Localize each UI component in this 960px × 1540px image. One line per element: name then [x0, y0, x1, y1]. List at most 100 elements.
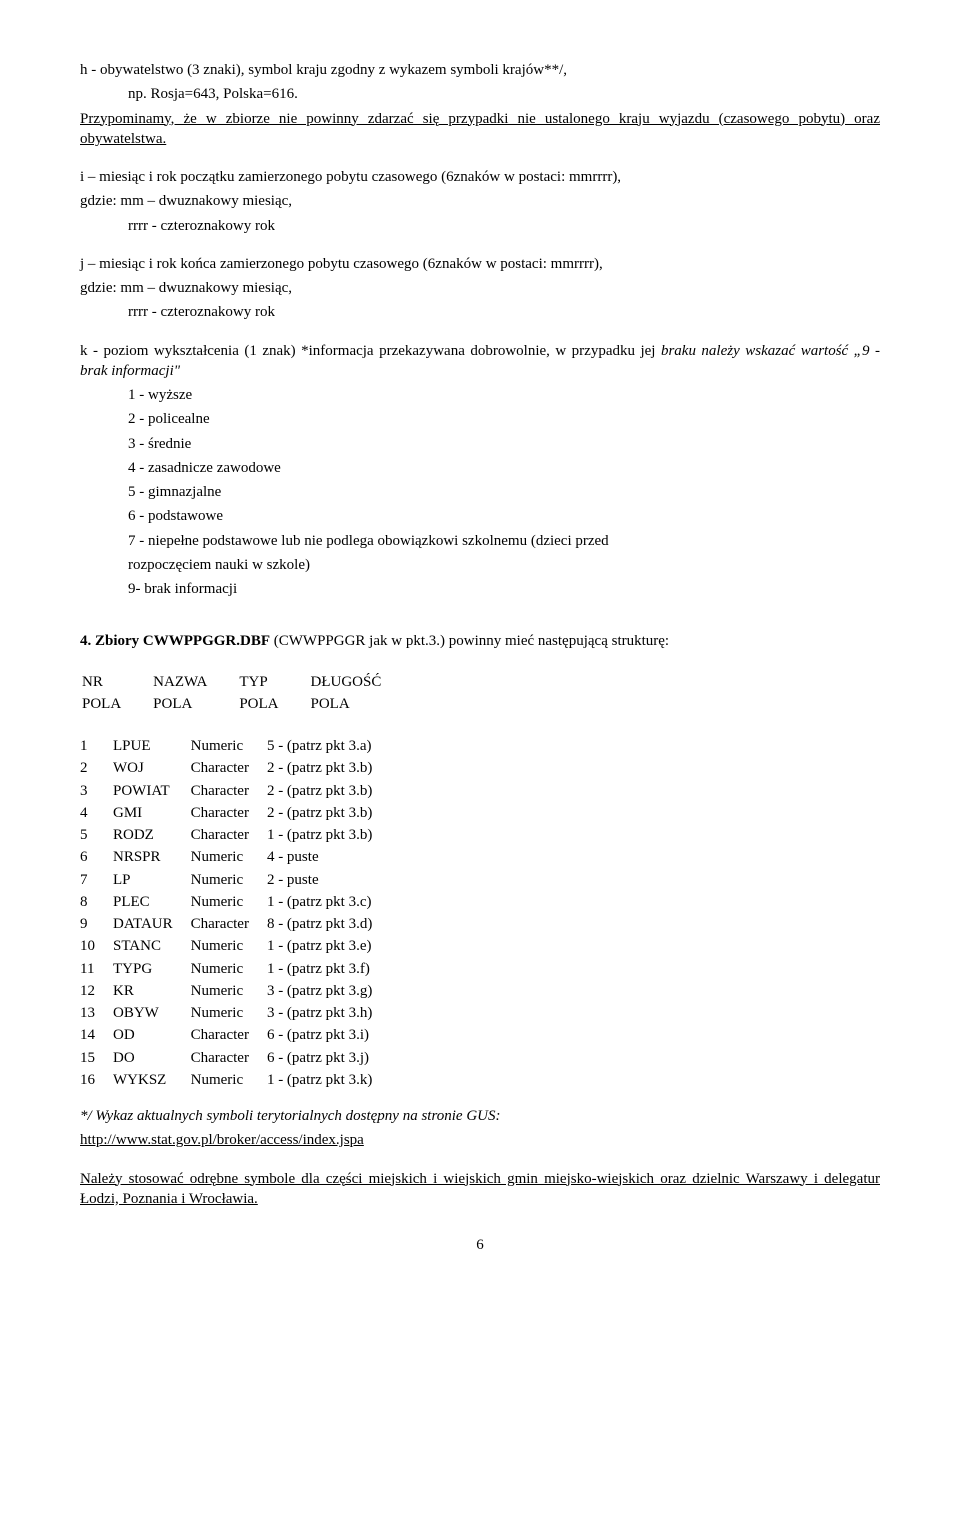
- k-item: 2 - policealne: [128, 409, 880, 429]
- table-cell: DO: [113, 1048, 191, 1070]
- para-j-2: gdzie: mm – dwuznakowy miesiąc,: [80, 278, 880, 298]
- table-cell: Numeric: [191, 1003, 267, 1025]
- k-item: 4 - zasadnicze zawodowe: [128, 458, 880, 478]
- final-para: Należy stosować odrębne symbole dla częś…: [80, 1169, 880, 1210]
- table-cell: Numeric: [191, 936, 267, 958]
- table-cell: Character: [191, 1048, 267, 1070]
- table-cell: Character: [191, 914, 267, 936]
- para-j-3: rrrr - czteroznakowy rok: [80, 302, 880, 322]
- table-row: 10STANCNumeric1 - (patrz pkt 3.e): [80, 936, 390, 958]
- table-cell: 4 - puste: [267, 847, 390, 869]
- struct-header-table: NR NAZWA TYP DŁUGOŚĆ POLA POLA POLA POLA: [80, 670, 413, 717]
- table-cell: GMI: [113, 803, 191, 825]
- table-cell: NRSPR: [113, 847, 191, 869]
- table-cell: Numeric: [191, 892, 267, 914]
- k-item: 5 - gimnazjalne: [128, 482, 880, 502]
- table-cell: Numeric: [191, 870, 267, 892]
- table-cell: Numeric: [191, 1070, 267, 1092]
- table-cell: Numeric: [191, 959, 267, 981]
- k-item: 9- brak informacji: [128, 579, 880, 599]
- table-cell: 5 - (patrz pkt 3.a): [267, 736, 390, 758]
- table-cell: 9: [80, 914, 113, 936]
- header-cell: NAZWA: [153, 672, 237, 692]
- footnote-link: http://www.stat.gov.pl/broker/access/ind…: [80, 1130, 880, 1150]
- table-cell: TYPG: [113, 959, 191, 981]
- table-row: 8PLECNumeric1 - (patrz pkt 3.c): [80, 892, 390, 914]
- table-cell: WYKSZ: [113, 1070, 191, 1092]
- para-i-1: i – miesiąc i rok początku zamierzonego …: [80, 167, 880, 187]
- table-cell: PLEC: [113, 892, 191, 914]
- footnote-link-a[interactable]: http://www.stat.gov.pl/broker/access/ind…: [80, 1132, 364, 1148]
- table-cell: LP: [113, 870, 191, 892]
- table-cell: Numeric: [191, 981, 267, 1003]
- k-item: 1 - wyższe: [128, 385, 880, 405]
- header-cell: TYP: [239, 672, 308, 692]
- para-k: k - poziom wykształcenia (1 znak) *infor…: [80, 341, 880, 382]
- table-row: 1LPUENumeric5 - (patrz pkt 3.a): [80, 736, 390, 758]
- k-item: 7 - niepełne podstawowe lub nie podlega …: [128, 531, 880, 551]
- para-k-1a: k - poziom wykształcenia (1 znak) *infor…: [80, 343, 661, 359]
- para-j-1: j – miesiąc i rok końca zamierzonego pob…: [80, 254, 880, 274]
- table-cell: Numeric: [191, 847, 267, 869]
- footnote-1: */ Wykaz aktualnych symboli terytorialny…: [80, 1106, 880, 1126]
- table-row: 13OBYWNumeric3 - (patrz pkt 3.h): [80, 1003, 390, 1025]
- table-row: 15DOCharacter6 - (patrz pkt 3.j): [80, 1048, 390, 1070]
- table-cell: 12: [80, 981, 113, 1003]
- table-cell: 16: [80, 1070, 113, 1092]
- table-row: 2WOJCharacter2 - (patrz pkt 3.b): [80, 758, 390, 780]
- k-item: 3 - średnie: [128, 434, 880, 454]
- table-cell: Character: [191, 781, 267, 803]
- table-row: 12KRNumeric3 - (patrz pkt 3.g): [80, 981, 390, 1003]
- page-number: 6: [80, 1235, 880, 1255]
- table-cell: 3 - (patrz pkt 3.h): [267, 1003, 390, 1025]
- table-row: 7LPNumeric2 - puste: [80, 870, 390, 892]
- table-cell: 4: [80, 803, 113, 825]
- para-h-indent: np. Rosja=643, Polska=616.: [80, 84, 880, 104]
- table-cell: Character: [191, 758, 267, 780]
- table-cell: 2: [80, 758, 113, 780]
- para-reminder: Przypominamy, że w zbiorze nie powinny z…: [80, 109, 880, 150]
- table-cell: 1 - (patrz pkt 3.b): [267, 825, 390, 847]
- table-cell: LPUE: [113, 736, 191, 758]
- table-cell: 8: [80, 892, 113, 914]
- table-cell: Numeric: [191, 736, 267, 758]
- table-cell: DATAUR: [113, 914, 191, 936]
- table-row: 6NRSPRNumeric4 - puste: [80, 847, 390, 869]
- table-cell: 6 - (patrz pkt 3.i): [267, 1025, 390, 1047]
- table-cell: OD: [113, 1025, 191, 1047]
- table-cell: 3 - (patrz pkt 3.g): [267, 981, 390, 1003]
- header-cell: POLA: [239, 694, 308, 714]
- table-cell: 1 - (patrz pkt 3.c): [267, 892, 390, 914]
- table-cell: 1 - (patrz pkt 3.k): [267, 1070, 390, 1092]
- section-4-b: (CWWPPGGR jak w pkt.3.) powinny mieć nas…: [270, 633, 669, 649]
- table-row: 16WYKSZNumeric1 - (patrz pkt 3.k): [80, 1070, 390, 1092]
- table-cell: 2 - (patrz pkt 3.b): [267, 781, 390, 803]
- table-cell: POWIAT: [113, 781, 191, 803]
- table-cell: 5: [80, 825, 113, 847]
- table-cell: 7: [80, 870, 113, 892]
- header-cell: NR: [82, 672, 151, 692]
- table-cell: 8 - (patrz pkt 3.d): [267, 914, 390, 936]
- table-cell: 15: [80, 1048, 113, 1070]
- table-row: 4GMICharacter2 - (patrz pkt 3.b): [80, 803, 390, 825]
- table-cell: RODZ: [113, 825, 191, 847]
- table-cell: 6 - (patrz pkt 3.j): [267, 1048, 390, 1070]
- table-row: 11TYPGNumeric1 - (patrz pkt 3.f): [80, 959, 390, 981]
- struct-table: 1LPUENumeric5 - (patrz pkt 3.a)2WOJChara…: [80, 736, 390, 1092]
- k-item: rozpoczęciem nauki w szkole): [128, 555, 880, 575]
- table-row: 3POWIATCharacter2 - (patrz pkt 3.b): [80, 781, 390, 803]
- table-cell: 11: [80, 959, 113, 981]
- table-cell: 3: [80, 781, 113, 803]
- table-row: 5RODZCharacter1 - (patrz pkt 3.b): [80, 825, 390, 847]
- table-cell: Character: [191, 825, 267, 847]
- para-i-3: rrrr - czteroznakowy rok: [80, 216, 880, 236]
- table-cell: 6: [80, 847, 113, 869]
- table-cell: 13: [80, 1003, 113, 1025]
- section-4-a: 4. Zbiory CWWPPGGR.DBF: [80, 633, 270, 649]
- table-cell: WOJ: [113, 758, 191, 780]
- header-cell: POLA: [82, 694, 151, 714]
- header-cell: POLA: [311, 694, 412, 714]
- table-cell: Character: [191, 803, 267, 825]
- table-row: 9DATAURCharacter8 - (patrz pkt 3.d): [80, 914, 390, 936]
- table-cell: 1: [80, 736, 113, 758]
